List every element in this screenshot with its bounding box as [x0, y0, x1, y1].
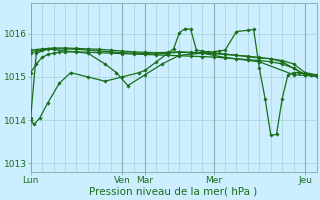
X-axis label: Pression niveau de la mer( hPa ): Pression niveau de la mer( hPa ) — [90, 187, 258, 197]
